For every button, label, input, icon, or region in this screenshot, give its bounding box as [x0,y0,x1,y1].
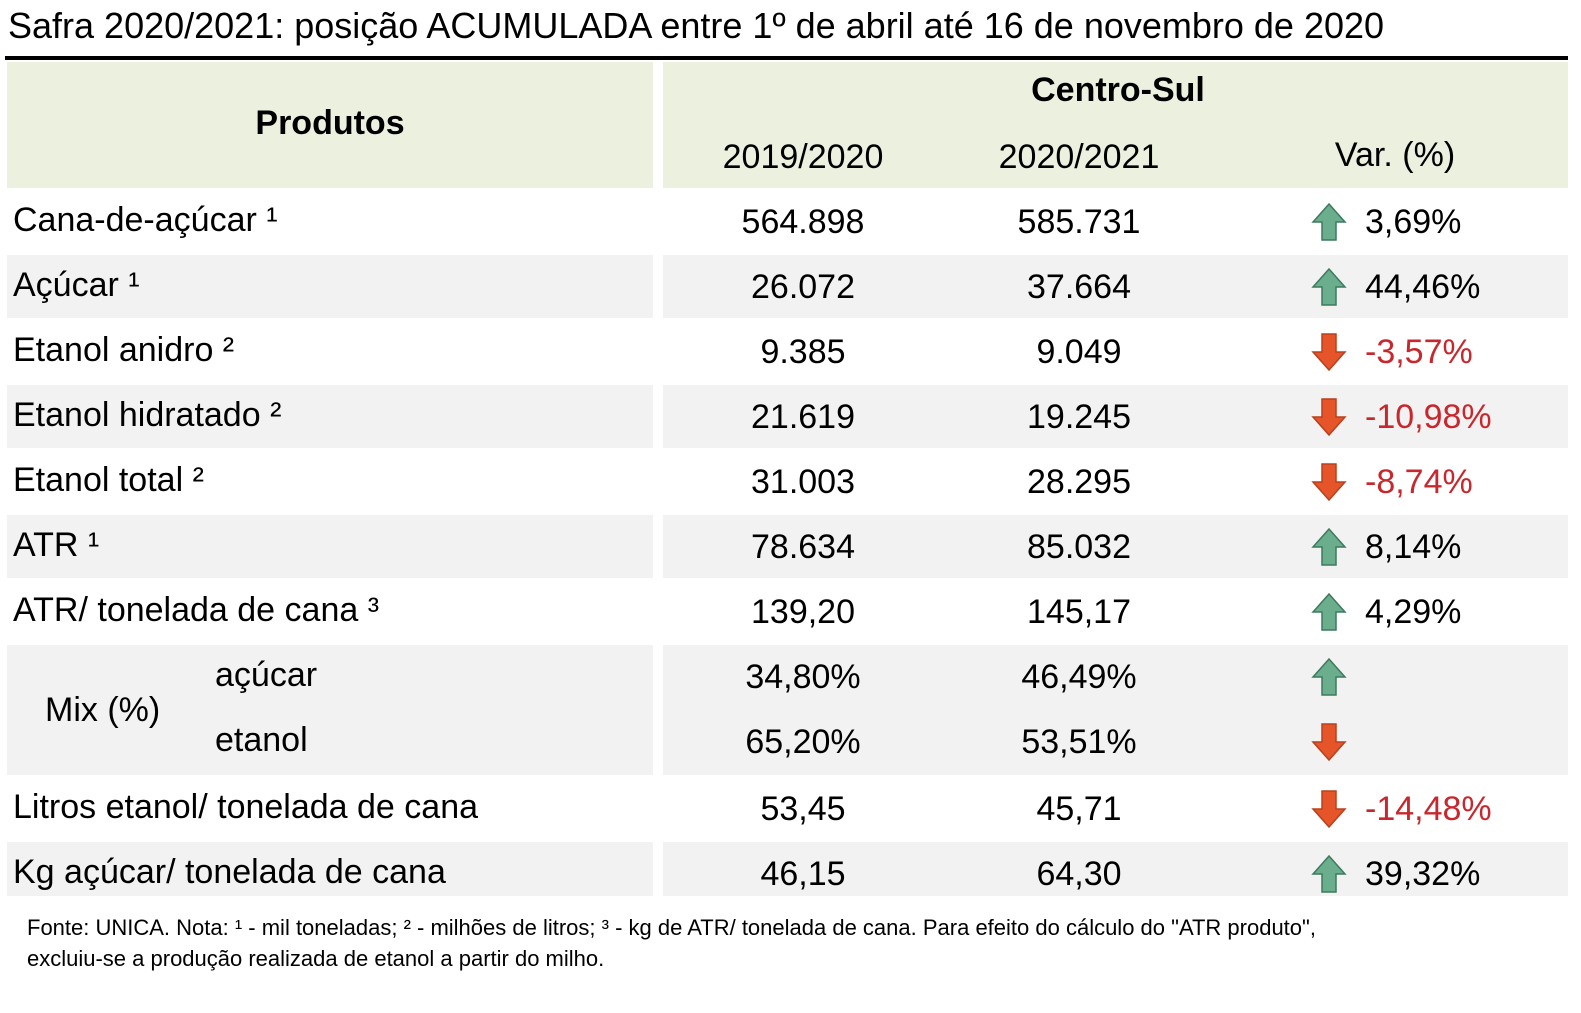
cell-var: -8,74% [1365,463,1473,501]
header-bg [7,62,653,188]
arrow-shape [1311,267,1347,306]
cell: 9.385 [760,333,846,371]
cell-var: 3,69% [1365,203,1462,241]
arrow-shape [1311,592,1347,631]
trend-arrow [1311,333,1347,372]
row-bg [663,385,1568,448]
cell: 46,15 [760,855,846,893]
cell-var: 44,46% [1365,268,1481,306]
row-bg [7,842,653,896]
header-bg [663,62,1568,188]
cell: 21.619 [751,398,855,436]
arrow-shape [1311,527,1347,566]
row-label: ATR ¹ [13,526,100,564]
row-bg [663,645,1568,775]
cell-var: 4,29% [1365,593,1462,631]
title: Safra 2020/2021: posição ACUMULADA entre… [8,5,1385,46]
trend-arrow [1311,267,1347,306]
cell: 53,45 [760,790,846,828]
row-bg [663,842,1568,896]
title-rule [5,56,1568,60]
row-label: etanol [215,721,308,759]
header-column: Var. (%) [1334,136,1456,174]
cell: 34,80% [745,658,861,696]
row-bg [663,255,1568,318]
row-bg [7,645,653,775]
cell: 31.003 [751,463,855,501]
row-label: ATR/ tonelada de cana ³ [13,591,380,629]
cell: 26.072 [751,268,855,306]
row-bg [7,385,653,448]
trend-arrow [1311,723,1347,762]
cell: 19.245 [1027,398,1131,436]
cell-var: -10,98% [1365,398,1492,436]
cell: 9.049 [1036,333,1122,371]
cell: 53,51% [1021,723,1137,761]
cell-var: 8,14% [1365,528,1462,566]
row-label: Açúcar ¹ [13,266,140,304]
cell: 65,20% [745,723,861,761]
cell: 37.664 [1027,268,1131,306]
cell: 78.634 [751,528,855,566]
trend-arrow [1311,854,1347,893]
trend-arrow [1311,398,1347,437]
row-label: Etanol hidratado ² [13,396,282,434]
cell-var: 39,32% [1365,855,1481,893]
arrow-shape [1311,333,1347,372]
cell: 64,30 [1036,855,1122,893]
header-region: Centro-Sul [1031,71,1205,109]
header-products: Produtos [255,104,405,142]
trend-arrow [1311,790,1347,829]
header-column: 2020/2021 [998,138,1160,176]
row-bg [663,515,1568,578]
row-bg [7,515,653,578]
arrow-shape [1311,854,1347,893]
row-label: Etanol total ² [13,461,204,499]
row-label: Etanol anidro ² [13,331,235,369]
arrow-shape [1311,463,1347,502]
trend-arrow [1311,657,1347,696]
arrow-shape [1311,723,1347,762]
trend-arrow [1311,463,1347,502]
cell: 564.898 [741,203,865,241]
row-label: Cana-de-açúcar ¹ [13,201,278,239]
cell: 85.032 [1027,528,1131,566]
cell: 139,20 [751,593,855,631]
cell: 145,17 [1027,593,1131,631]
cell: 46,49% [1021,658,1137,696]
row-bg [7,255,653,318]
footnote: excluiu-se a produção realizada de etano… [27,946,605,971]
cell-var: -3,57% [1365,333,1473,371]
footnote: Fonte: UNICA. Nota: ¹ - mil toneladas; ²… [27,915,1316,940]
row-label: Litros etanol/ tonelada de cana [13,788,479,826]
cell: 45,71 [1036,790,1122,828]
arrow-shape [1311,398,1347,437]
arrow-shape [1311,657,1347,696]
trend-arrow [1311,527,1347,566]
trend-arrow [1311,202,1347,241]
trend-arrow [1311,592,1347,631]
arrow-shape [1311,202,1347,241]
group-label: Mix (%) [45,691,161,729]
cell: 28.295 [1027,463,1131,501]
arrow-shape [1311,790,1347,829]
header-column: 2019/2020 [722,138,884,176]
row-label: açúcar [215,656,318,694]
cell: 585.731 [1017,203,1141,241]
cell-var: -14,48% [1365,790,1492,828]
row-label: Kg açúcar/ tonelada de cana [13,853,446,891]
